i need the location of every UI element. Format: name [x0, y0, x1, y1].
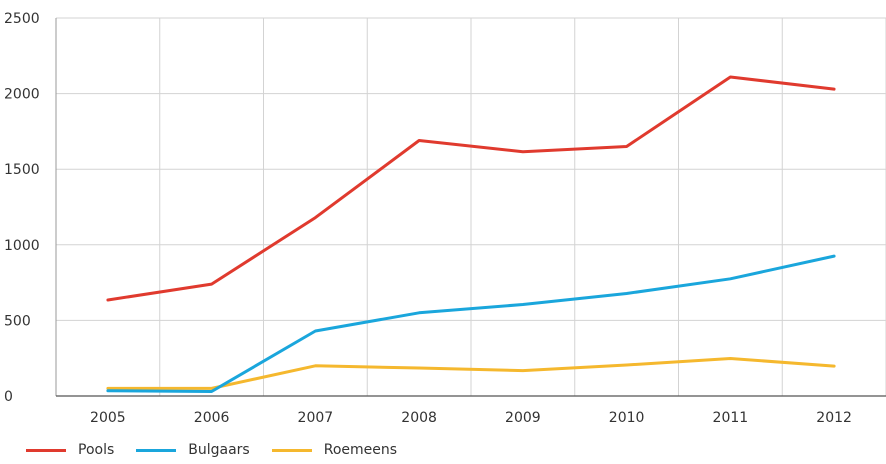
x-tick-label: 2006 [194, 410, 230, 426]
x-tick-label: 2008 [401, 410, 437, 426]
x-tick-label: 2005 [90, 410, 126, 426]
legend-label: Pools [78, 442, 115, 458]
legend-swatch [271, 448, 312, 452]
legend-swatch [26, 448, 66, 452]
series-line-bulgaars [106, 254, 836, 393]
x-tick-label: 2012 [816, 410, 852, 426]
y-tick-label: 1500 [4, 162, 40, 178]
legend-item-bulgaars: Bulgaars [136, 442, 250, 458]
y-tick-label: 1000 [4, 238, 40, 254]
legend-label: Roemeens [323, 442, 398, 458]
y-tick-label: 0 [4, 389, 13, 405]
y-tick-label: 2500 [4, 11, 40, 27]
legend-item-pools: Pools [26, 442, 114, 458]
x-tick-label: 2007 [298, 410, 334, 426]
x-tick-label: 2011 [713, 410, 749, 426]
x-tick-label: 2009 [505, 410, 541, 426]
series-line-roemeens [106, 357, 836, 390]
legend-label: Bulgaars [188, 442, 250, 458]
legend-swatch [136, 448, 177, 452]
legend-item-roemeens: Roemeens [271, 442, 398, 458]
y-tick-label: 2000 [4, 87, 40, 103]
x-tick-label: 2010 [609, 410, 645, 426]
legend: Pools Bulgaars Roemeens [26, 442, 419, 458]
y-tick-label: 500 [4, 313, 31, 329]
series-line-pools [106, 75, 836, 302]
